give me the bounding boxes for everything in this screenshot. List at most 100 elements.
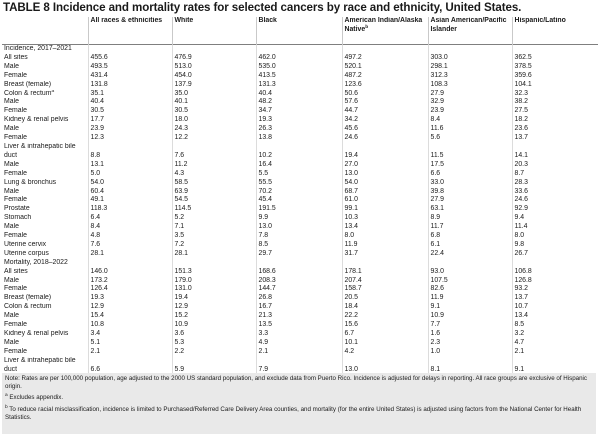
table-cell: 24.3 — [171, 125, 256, 135]
table-cell: 123.6 — [341, 80, 428, 90]
table-cell: 6.1 — [427, 240, 512, 250]
table-cell: 24.6 — [341, 134, 428, 143]
header-aapi: Asian American/Pacific Islander — [427, 17, 512, 45]
table-row: Male 23.9 24.3 26.3 45.6 11.6 23.6 — [2, 125, 598, 135]
table-cell: 131.8 — [87, 80, 172, 90]
row-label-text: Lung & bronchus — [4, 178, 57, 186]
row-footnote-marker: a — [51, 89, 55, 94]
table-cell: 173.2 — [87, 276, 172, 286]
note-b-text: To reduce racial misclassification, inci… — [5, 405, 582, 421]
table-cell: 19.4 — [341, 142, 428, 161]
table-row: Male 40.4 40.1 48.2 57.6 32.9 38.2 — [2, 98, 598, 108]
row-label-text: Breast (female) — [4, 294, 52, 302]
table-cell: 12.9 — [87, 303, 172, 313]
header-label-column — [2, 17, 88, 45]
table-cell: 158.7 — [341, 285, 428, 295]
row-label: Male — [2, 161, 88, 170]
table-cell: 70.2 — [255, 187, 342, 197]
table-cell: 58.5 — [171, 178, 256, 188]
table-row: All sites 455.6 476.9 462.0 497.2 303.0 362.5 — [2, 53, 598, 63]
table-row: Prostate 118.3 114.5 191.5 99.1 63.1 92.9 — [2, 205, 598, 215]
table-cell — [341, 258, 428, 268]
table-row: Female 2.1 2.2 2.1 4.2 1.0 2.1 — [2, 347, 598, 357]
table-cell: 431.4 — [87, 71, 172, 81]
table-cell: 151.3 — [171, 267, 256, 277]
table-cell: 5.2 — [171, 214, 256, 224]
row-label-text: Male — [4, 160, 19, 168]
table-cell: 3.3 — [255, 330, 342, 339]
table-cell: 45.6 — [341, 125, 428, 135]
table-row: Male 8.4 7.1 13.0 13.4 11.7 11.4 — [2, 223, 598, 233]
row-label-text: Liver & intrahepatic bile duct — [4, 142, 76, 159]
table-cell: 10.3 — [341, 214, 428, 224]
table-cell: 82.6 — [427, 285, 512, 295]
table-cell: 520.1 — [341, 62, 428, 72]
table-cell: 179.0 — [171, 276, 256, 286]
table-row: Male 60.4 63.9 70.2 68.7 39.8 33.6 — [2, 187, 598, 197]
row-label-text: Colon & rectum — [4, 89, 52, 97]
row-label-text: Kidney & renal pelvis — [4, 330, 69, 337]
table-cell: 9.1 — [511, 356, 598, 375]
note-b-marker: b — [5, 404, 8, 410]
table-row: Kidney & renal pelvis 17.7 18.0 19.3 34.2 8.4… — [2, 116, 598, 126]
table-cell: 34.7 — [255, 107, 342, 117]
table-cell: 61.0 — [341, 196, 428, 206]
table-cell: 11.5 — [427, 142, 512, 161]
table-cell: 6.8 — [427, 232, 512, 241]
row-label: Breast (female) — [2, 294, 88, 303]
row-label: All sites — [2, 54, 88, 63]
table-cell: 18.2 — [511, 116, 598, 126]
table-cell: 106.8 — [511, 267, 598, 277]
table-cell: 118.3 — [87, 205, 172, 215]
table-cell: 54.0 — [341, 178, 428, 188]
table-cell: 11.4 — [511, 223, 598, 233]
table-cell: 1.6 — [427, 330, 512, 339]
table-cell: 9.9 — [255, 214, 342, 224]
table-cell: 362.5 — [511, 53, 598, 63]
table-row: Female 10.8 10.9 13.5 15.6 7.7 8.5 — [2, 321, 598, 330]
table-cell: 93.0 — [427, 267, 512, 277]
table-cell: 48.2 — [255, 98, 342, 108]
table-cell: 454.0 — [171, 71, 256, 81]
row-label: Incidence, 2017–2021 — [2, 45, 88, 54]
table-cell: 40.4 — [255, 89, 342, 99]
row-label: Female — [2, 348, 88, 357]
table-cell: 40.4 — [87, 98, 172, 108]
table-row: Female 126.4 131.0 144.7 158.7 82.6 93.2 — [2, 285, 598, 295]
table-cell: 68.7 — [341, 187, 428, 197]
row-label-text: Incidence, 2017–2021 — [4, 45, 72, 52]
table-cell: 45.4 — [255, 196, 342, 206]
table-cell: 413.5 — [255, 71, 342, 81]
row-label: Male — [2, 312, 88, 321]
table-cell: 7.6 — [87, 240, 172, 250]
row-label-text: Male — [4, 62, 19, 70]
table-cell — [427, 44, 512, 54]
table-row: Male 15.4 15.2 21.3 22.2 10.9 13.4 — [2, 312, 598, 322]
table-cell: 63.1 — [427, 205, 512, 215]
row-label-text: Breast (female) — [4, 80, 52, 88]
table-cell: 39.8 — [427, 187, 512, 197]
table-cell — [87, 44, 172, 54]
table-cell: 126.4 — [87, 285, 172, 295]
table-cell: 378.5 — [511, 62, 598, 72]
table-cell: 455.6 — [87, 53, 172, 63]
table-cell: 27.5 — [511, 107, 598, 117]
table-cell: 6.4 — [87, 214, 172, 224]
table-cell: 10.8 — [87, 321, 172, 330]
table-cell: 30.5 — [171, 107, 256, 117]
table-cell: 22.4 — [427, 249, 512, 259]
row-label-text: Uterine corpus — [4, 249, 49, 257]
table-cell: 108.3 — [427, 80, 512, 90]
row-label: Male — [2, 339, 88, 348]
table-row: Kidney & renal pelvis 3.4 3.6 3.3 6.7 1.6 3.2 — [2, 330, 598, 339]
table-body: Incidence, 2017–2021 All sites 455.6 476.9 4… — [2, 44, 598, 375]
table-cell: 5.0 — [87, 169, 172, 179]
row-label-text: All sites — [4, 267, 28, 275]
row-label-text: Male — [4, 98, 19, 106]
note-a-marker: a — [5, 393, 8, 399]
table-cell: 476.9 — [171, 53, 256, 63]
table-cell: 4.3 — [171, 169, 256, 179]
table-cell — [171, 44, 256, 54]
table-cell: 178.1 — [341, 267, 428, 277]
table-row: Female 49.1 54.5 45.4 61.0 27.9 24.6 — [2, 196, 598, 206]
